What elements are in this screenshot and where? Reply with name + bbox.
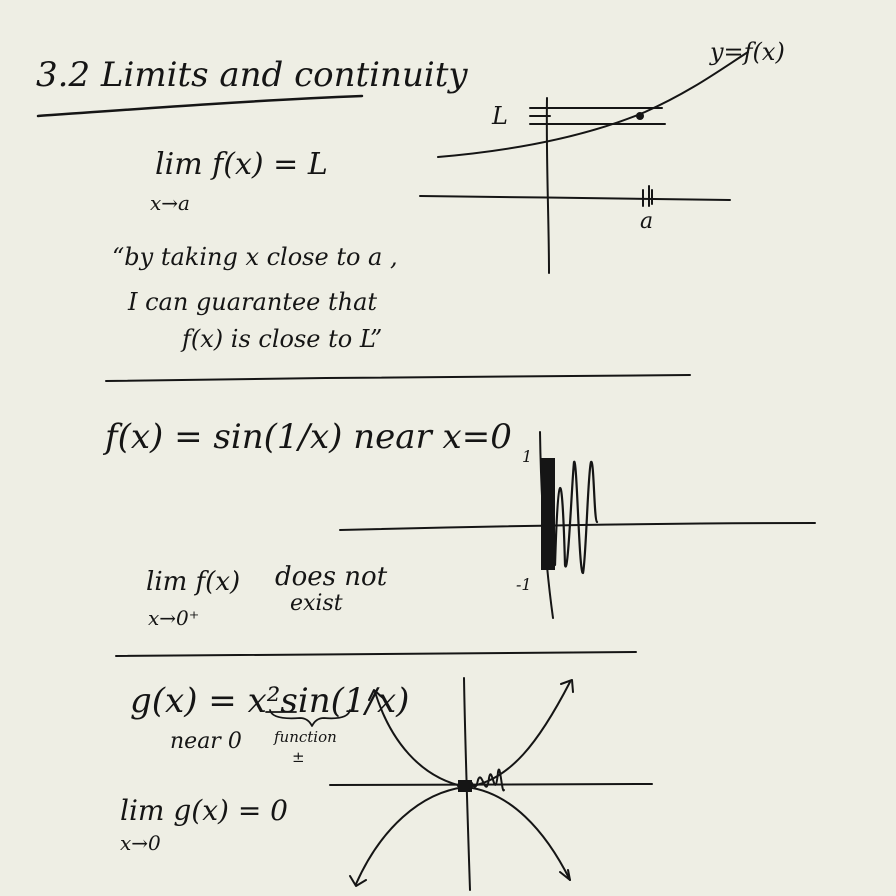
limit-definition: lim f(x) = L <box>155 147 328 182</box>
sin-graph: 1 -1 <box>339 431 816 619</box>
sin-brace <box>269 709 351 727</box>
oscillating-curve <box>553 460 599 575</box>
sin-limit-subscript: x→0⁺ <box>148 606 199 630</box>
section-title: 3.2 Limits and continuity <box>36 55 468 95</box>
tick-minus-one: -1 <box>516 575 532 594</box>
g-x-axis <box>329 783 653 786</box>
g-limit-subscript: x→0 <box>120 831 161 855</box>
limit-point <box>636 112 644 120</box>
dense-oscillation-band <box>541 458 555 570</box>
brace-note-plusminus: ± <box>292 748 305 766</box>
limit-subscript: x→a <box>150 191 190 215</box>
g-dense-center <box>458 780 472 792</box>
x-axis <box>419 195 731 201</box>
exist-text: exist <box>290 591 343 616</box>
function-curve <box>437 51 749 158</box>
lower-parabola-envelope <box>355 786 571 885</box>
x-label-a: a <box>640 209 653 234</box>
sin-function-definition: f(x) = sin(1/x) near x=0 <box>102 417 512 457</box>
limit-graph: y=f(x) L a <box>419 38 785 274</box>
quote-line-1: “by taking x close to a , <box>112 243 398 271</box>
tick-one: 1 <box>522 447 532 466</box>
does-not-text: does not <box>275 562 388 592</box>
title-underline <box>36 94 364 118</box>
divider-1 <box>105 374 691 382</box>
divider-2 <box>115 651 637 657</box>
quote-line-2: I can guarantee that <box>127 288 377 316</box>
quote-line-3: f(x) is close to L” <box>180 325 382 353</box>
g-graph <box>329 677 653 891</box>
a-ticks <box>642 185 653 207</box>
g-limit: lim g(x) = 0 <box>120 794 288 827</box>
curve-label: y=f(x) <box>709 38 785 66</box>
arrowheads <box>349 679 574 887</box>
y-axis <box>545 97 550 274</box>
near-zero-label: near 0 <box>170 729 242 754</box>
y-label-L: L <box>491 102 508 130</box>
g-y-axis <box>463 677 471 891</box>
sin-limit: lim f(x) <box>146 567 240 597</box>
brace-note-function: function <box>273 728 337 746</box>
g-function-definition: g(x) = x²sin(1/x) <box>130 681 409 721</box>
